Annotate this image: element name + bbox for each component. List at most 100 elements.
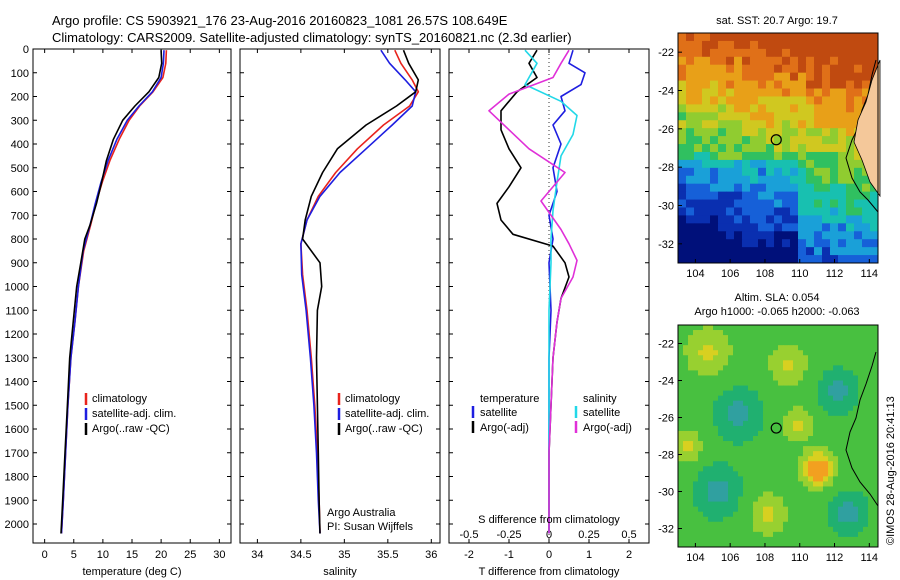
sst-cell: [678, 128, 687, 137]
sla-cell: [768, 536, 774, 543]
sla-cell: [858, 446, 864, 452]
sla-cell: [768, 360, 774, 366]
sst-cell: [798, 159, 807, 169]
sla-cell: [768, 501, 774, 508]
sla-cell: [818, 511, 824, 518]
sla-cell: [773, 531, 779, 538]
sst-cell: [822, 191, 831, 200]
sst-cell: [694, 128, 703, 137]
sla-cell: [678, 410, 684, 417]
sla-cell: [873, 370, 879, 376]
sla-cell: [703, 325, 709, 331]
sla-cell: [698, 365, 704, 371]
sla-cell: [843, 511, 849, 518]
sla-cell: [843, 365, 849, 371]
sla-cell: [708, 340, 714, 346]
sla-cell: [848, 511, 854, 518]
sla-cell: [858, 385, 864, 391]
sst-cell: [766, 48, 775, 58]
sla-cell: [803, 385, 809, 391]
map-x-tick-label: 114: [861, 552, 879, 564]
sst-cell: [774, 128, 783, 137]
sla-cell: [823, 350, 829, 356]
sla-cell: [753, 325, 759, 331]
sla-cell: [848, 420, 854, 427]
sla-cell: [788, 345, 794, 351]
sst-cell: [798, 96, 807, 105]
sla-cell: [798, 481, 804, 487]
sst-cell: [830, 40, 839, 50]
sst-cell: [750, 199, 759, 208]
x-top-tick-label: 0.5: [621, 529, 636, 541]
sst-cell: [750, 183, 759, 193]
sst-cell: [798, 120, 807, 129]
sla-cell: [753, 370, 759, 376]
sla-cell: [678, 451, 684, 457]
sla-cell: [743, 360, 749, 366]
sst-cell: [694, 183, 703, 193]
sla-cell: [803, 325, 809, 331]
sst-cell: [766, 128, 775, 137]
sla-cell: [818, 441, 824, 447]
sst-cell: [678, 175, 687, 185]
sst-cell: [822, 247, 831, 256]
sst-cell: [742, 231, 751, 240]
sla-cell: [843, 415, 849, 422]
sla-cell: [688, 390, 694, 397]
x-top-tick-label: -0.25: [496, 529, 521, 541]
sst-cell: [710, 144, 719, 153]
sla-cell: [703, 360, 709, 366]
sla-cell: [873, 395, 879, 402]
sla-cell: [823, 355, 829, 361]
sla-cell: [803, 360, 809, 366]
sst-cell: [862, 33, 871, 42]
sst-cell: [798, 136, 807, 145]
sla-cell: [698, 466, 704, 472]
sla-cell: [763, 425, 769, 432]
sla-cell: [798, 355, 804, 361]
sla-cell: [763, 471, 769, 477]
sla-cell: [683, 370, 689, 376]
sla-cell: [743, 330, 749, 336]
sst-cell: [774, 151, 783, 161]
sla-cell: [788, 335, 794, 341]
sla-cell: [753, 385, 759, 391]
sst-cell: [782, 112, 791, 121]
sla-cell: [858, 350, 864, 356]
sla-cell: [748, 380, 754, 386]
sla-cell: [748, 511, 754, 518]
sla-cell: [813, 415, 819, 422]
sla-cell: [748, 375, 754, 381]
sla-cell: [863, 531, 869, 538]
sla-cell: [853, 511, 859, 518]
sla-cell: [813, 451, 819, 457]
sla-cell: [788, 521, 794, 528]
sla-cell: [743, 390, 749, 397]
sla-cell: [798, 400, 804, 407]
sla-cell: [853, 365, 859, 371]
sla-cell: [828, 531, 834, 538]
sst-cell: [814, 96, 823, 105]
sla-cell: [853, 345, 859, 351]
sla-cell: [703, 355, 709, 361]
sst-cell: [702, 64, 711, 74]
sla-cell: [718, 380, 724, 386]
sla-cell: [678, 506, 684, 513]
sst-cell: [702, 215, 711, 224]
sla-cell: [753, 506, 759, 513]
sla-cell: [803, 531, 809, 538]
sla-cell: [743, 420, 749, 427]
sst-cell: [718, 40, 727, 50]
sst-cell: [686, 72, 695, 81]
sla-cell: [838, 350, 844, 356]
sla-cell: [808, 516, 814, 523]
sst-cell: [774, 104, 783, 113]
sla-cell: [848, 375, 854, 381]
sla-cell: [753, 536, 759, 543]
sla-cell: [838, 395, 844, 402]
sla-cell: [708, 365, 714, 371]
sla-cell: [723, 395, 729, 402]
sla-cell: [753, 380, 759, 386]
sla-cell: [798, 340, 804, 346]
sst-cell: [766, 120, 775, 129]
